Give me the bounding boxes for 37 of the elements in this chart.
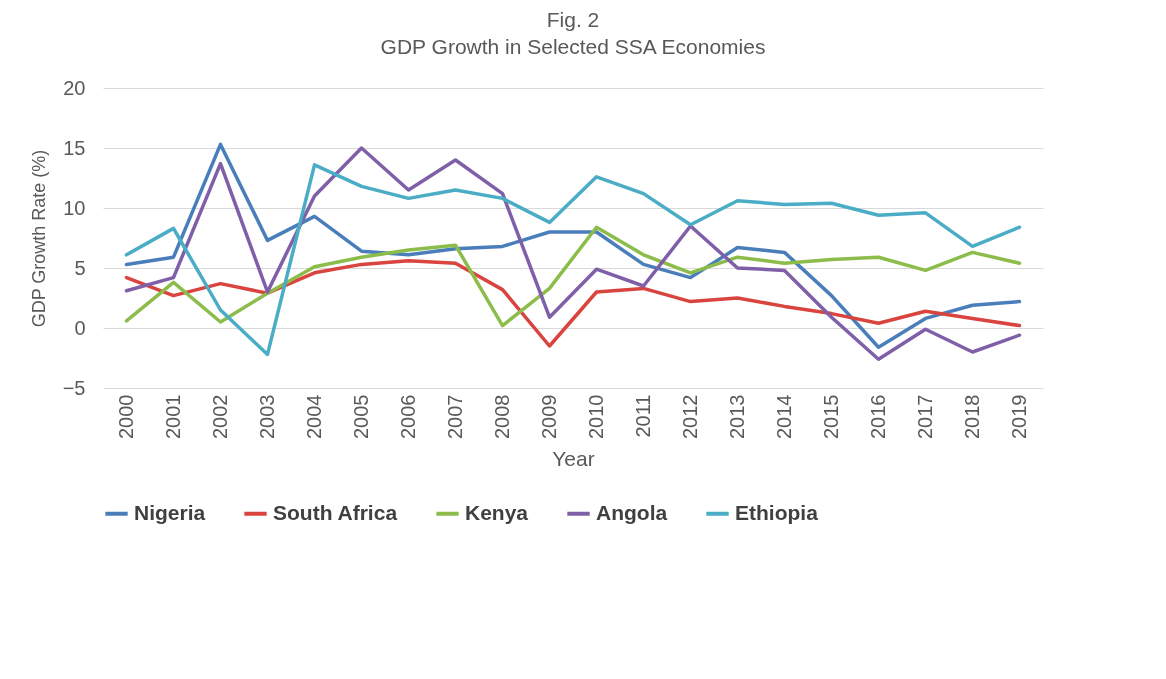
line-series: [124, 225, 1022, 328]
x-tick-label: 2010: [585, 394, 607, 439]
x-tick-label: 2000: [115, 394, 137, 439]
y-axis-title: GDP Growth Rate (%): [28, 149, 49, 328]
y-tick-label: 0: [74, 316, 86, 339]
y-tick-label: 10: [63, 196, 86, 219]
x-tick-label: 2013: [726, 394, 748, 439]
y-tick-label: 5: [74, 256, 86, 279]
x-tick-label: 2004: [303, 394, 325, 439]
legend-label: Ethiopia: [735, 500, 819, 524]
x-tick-label: 2007: [444, 394, 466, 439]
line-series: [124, 259, 1022, 348]
legend-label: Angola: [596, 500, 668, 524]
legend-label: Kenya: [465, 500, 529, 524]
legend-label: Nigeria: [134, 500, 206, 524]
chart-subtitle: GDP Growth in Selected SSA Economies: [380, 35, 766, 58]
x-tick-label: 2005: [350, 394, 372, 439]
x-tick-label: 2001: [162, 394, 184, 439]
y-tick-label: 15: [63, 136, 86, 159]
x-tick-label: 2009: [538, 394, 560, 439]
x-tick-label: 2017: [914, 394, 936, 439]
x-tick-label: 2003: [256, 394, 278, 439]
x-axis-title: Year: [552, 446, 595, 470]
x-tick-label: 2011: [632, 394, 654, 438]
y-tick-label: 20: [63, 76, 86, 99]
y-tick-label: −5: [62, 376, 86, 399]
x-tick-label: 2008: [491, 394, 513, 439]
x-tick-label: 2018: [961, 394, 983, 439]
x-tick-label: 2006: [397, 394, 419, 439]
chart-title: Fig. 2: [546, 8, 600, 31]
x-tick-label: 2016: [867, 394, 889, 439]
legend-label: South Africa: [273, 500, 398, 524]
x-tick-label: 2015: [820, 394, 842, 439]
x-tick-label: 2019: [1008, 394, 1030, 439]
x-tick-label: 2012: [679, 394, 701, 439]
x-tick-label: 2014: [773, 394, 795, 439]
x-tick-label: 2002: [209, 394, 231, 439]
